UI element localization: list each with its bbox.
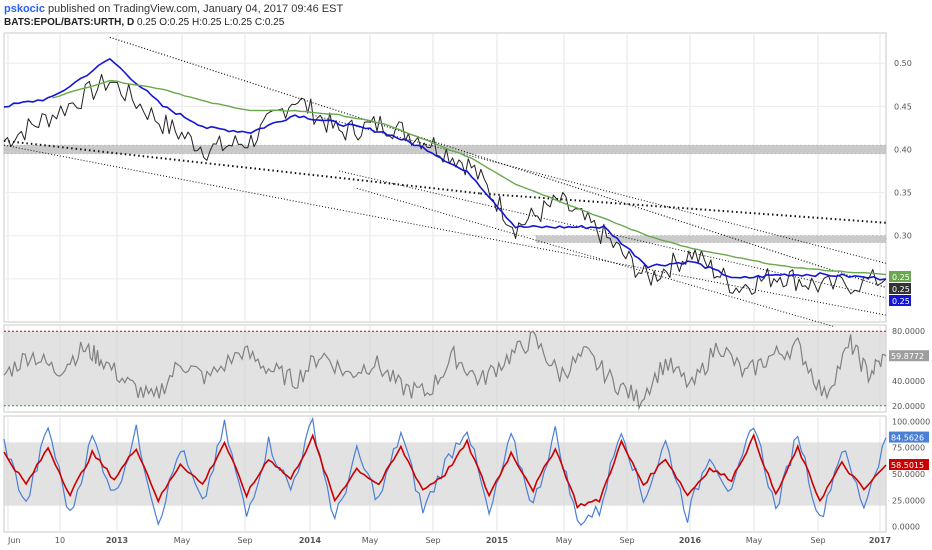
symbol-name: BATS:EPOL/BATS:URTH, D bbox=[4, 17, 135, 28]
rsi-y-tick: 40.0000 bbox=[892, 377, 925, 386]
stoch-d-line bbox=[3, 432, 887, 510]
x-tick: May bbox=[362, 536, 379, 545]
trend-line-0 bbox=[109, 36, 887, 289]
x-tick: Jun bbox=[7, 536, 21, 545]
x-tick: Sep bbox=[619, 536, 634, 545]
rsi-y-tick: 20.0000 bbox=[892, 402, 925, 411]
price-label-1: 0.25 bbox=[892, 285, 910, 294]
published-text: published on TradingView.com, January 04… bbox=[48, 3, 344, 15]
x-tick: May bbox=[556, 536, 573, 545]
rsi-line bbox=[3, 330, 887, 411]
series-layer bbox=[3, 58, 887, 527]
price-y-tick: 0.50 bbox=[894, 59, 912, 68]
axes-layer: 0.500.450.400.350.300.250.250.250.2580.0… bbox=[7, 59, 930, 545]
rsi-value-label: 59.8772 bbox=[891, 352, 924, 361]
symbol-line: BATS:EPOL/BATS:URTH, D 0.25 O:0.25 H:0.2… bbox=[4, 16, 284, 29]
fast-ma-line bbox=[3, 58, 887, 281]
stoch-y-tick: 0.0000 bbox=[892, 523, 920, 532]
x-tick: Sep bbox=[425, 536, 440, 545]
x-tick: May bbox=[174, 536, 191, 545]
support-zone-0 bbox=[3, 144, 887, 155]
x-tick: Sep bbox=[810, 536, 825, 545]
trend-line-2 bbox=[3, 139, 481, 195]
price-y-tick: 0.40 bbox=[894, 145, 912, 154]
chart-header: pskocic published on TradingView.com, Ja… bbox=[4, 2, 343, 16]
x-tick: 2016 bbox=[679, 536, 702, 545]
ohlc-values: 0.25 O:0.25 H:0.25 L:0.25 C:0.25 bbox=[136, 17, 285, 28]
x-tick: May bbox=[746, 536, 763, 545]
x-tick: 2014 bbox=[299, 536, 322, 545]
stoch-label-bg-0 bbox=[889, 431, 929, 443]
stoch-y-tick: 75.0000 bbox=[892, 444, 925, 453]
stoch-value-label: 58.5015 bbox=[891, 461, 924, 470]
stoch-k-line bbox=[3, 416, 887, 527]
price-y-tick: 0.30 bbox=[894, 232, 912, 241]
x-tick: 10 bbox=[55, 536, 65, 545]
slow-ma-line bbox=[52, 79, 887, 276]
stoch-y-tick: 25.0000 bbox=[892, 496, 925, 505]
support-zone-1 bbox=[535, 235, 887, 243]
stoch-y-tick: 50.0000 bbox=[892, 470, 925, 479]
price-y-tick: 0.35 bbox=[894, 189, 912, 198]
price-label-bg-0 bbox=[889, 271, 911, 282]
price-label-bg-2 bbox=[889, 295, 911, 306]
rsi-label-bg bbox=[889, 350, 929, 362]
x-tick: 2015 bbox=[486, 536, 509, 545]
stoch-value-label: 84.5626 bbox=[891, 434, 924, 443]
panel-frame-0 bbox=[3, 32, 887, 323]
x-tick: 2013 bbox=[106, 536, 128, 545]
x-tick: 2017 bbox=[869, 536, 891, 545]
price-label-bg-1 bbox=[889, 283, 911, 294]
x-tick: Sep bbox=[237, 536, 252, 545]
trend-line-3 bbox=[480, 192, 887, 224]
author-link[interactable]: pskocic bbox=[4, 3, 45, 15]
stoch-y-tick: 100.0000 bbox=[892, 417, 930, 426]
stoch-label-bg-1 bbox=[889, 459, 929, 471]
price-y-tick: 0.45 bbox=[894, 102, 912, 111]
rsi-band bbox=[4, 331, 886, 406]
rsi-y-tick: 80.0000 bbox=[892, 327, 925, 336]
price-label-2: 0.25 bbox=[892, 297, 910, 306]
support-zones bbox=[3, 144, 887, 506]
trend-line-5 bbox=[339, 170, 887, 299]
price-label-0: 0.25 bbox=[892, 273, 910, 282]
trend-lines bbox=[3, 36, 887, 327]
